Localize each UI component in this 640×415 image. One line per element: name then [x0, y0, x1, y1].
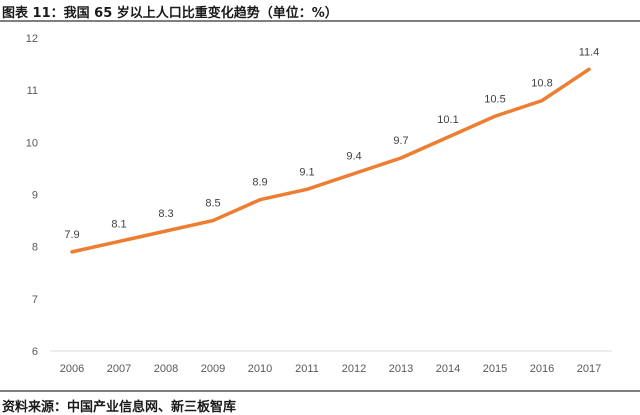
data-label: 10.8 — [531, 78, 552, 90]
data-label: 11.4 — [579, 46, 600, 58]
data-point — [399, 156, 403, 160]
data-label: 9.1 — [299, 166, 314, 178]
data-point — [540, 99, 544, 103]
x-tick-label: 2009 — [201, 363, 225, 375]
x-tick-label: 2016 — [530, 363, 554, 375]
data-point — [493, 114, 497, 118]
x-tick-label: 2013 — [389, 363, 413, 375]
y-tick-label: 6 — [32, 346, 38, 358]
x-tick-label: 2008 — [154, 363, 178, 375]
data-point — [446, 135, 450, 139]
y-tick-label: 10 — [26, 137, 38, 149]
data-point — [258, 198, 262, 202]
data-label: 9.4 — [346, 151, 361, 163]
y-tick-label: 11 — [27, 85, 38, 97]
source-note: 资料来源：中国产业信息网、新三板智库 — [2, 400, 237, 415]
source-bar: 资料来源：中国产业信息网、新三板智库 — [0, 390, 640, 415]
y-tick-label: 7 — [32, 294, 38, 306]
x-tick-label: 2007 — [107, 363, 131, 375]
x-tick-label: 2015 — [483, 363, 507, 375]
data-point — [211, 219, 215, 223]
x-tick-label: 2011 — [295, 363, 319, 375]
x-tick-label: 2012 — [342, 363, 366, 375]
y-tick-label: 8 — [32, 242, 38, 254]
x-tick-label: 2017 — [577, 363, 601, 375]
data-label: 10.5 — [484, 93, 505, 105]
figure-title: 图表 11：我国 65 岁以上人口比重变化趋势（单位：%） — [2, 6, 338, 21]
series-line — [70, 67, 591, 254]
data-point — [117, 239, 121, 243]
y-tick-label: 12 — [26, 33, 38, 45]
x-tick-label: 2006 — [60, 363, 84, 375]
data-label: 8.1 — [111, 218, 126, 230]
data-point — [70, 250, 74, 254]
data-point — [164, 229, 168, 233]
data-label: 10.1 — [437, 114, 458, 126]
y-tick-label: 9 — [32, 190, 38, 202]
x-tick-label: 2010 — [248, 363, 272, 375]
data-point — [352, 172, 356, 176]
data-label: 8.3 — [158, 208, 173, 220]
figure-title-bar: 图表 11：我国 65 岁以上人口比重变化趋势（单位：%） — [0, 0, 640, 22]
data-label: 8.5 — [205, 198, 220, 210]
data-label: 8.9 — [252, 177, 267, 189]
data-label: 7.9 — [64, 229, 79, 241]
data-point — [587, 67, 591, 71]
data-point — [305, 187, 309, 191]
data-label: 9.7 — [393, 135, 408, 147]
x-tick-label: 2014 — [436, 363, 460, 375]
